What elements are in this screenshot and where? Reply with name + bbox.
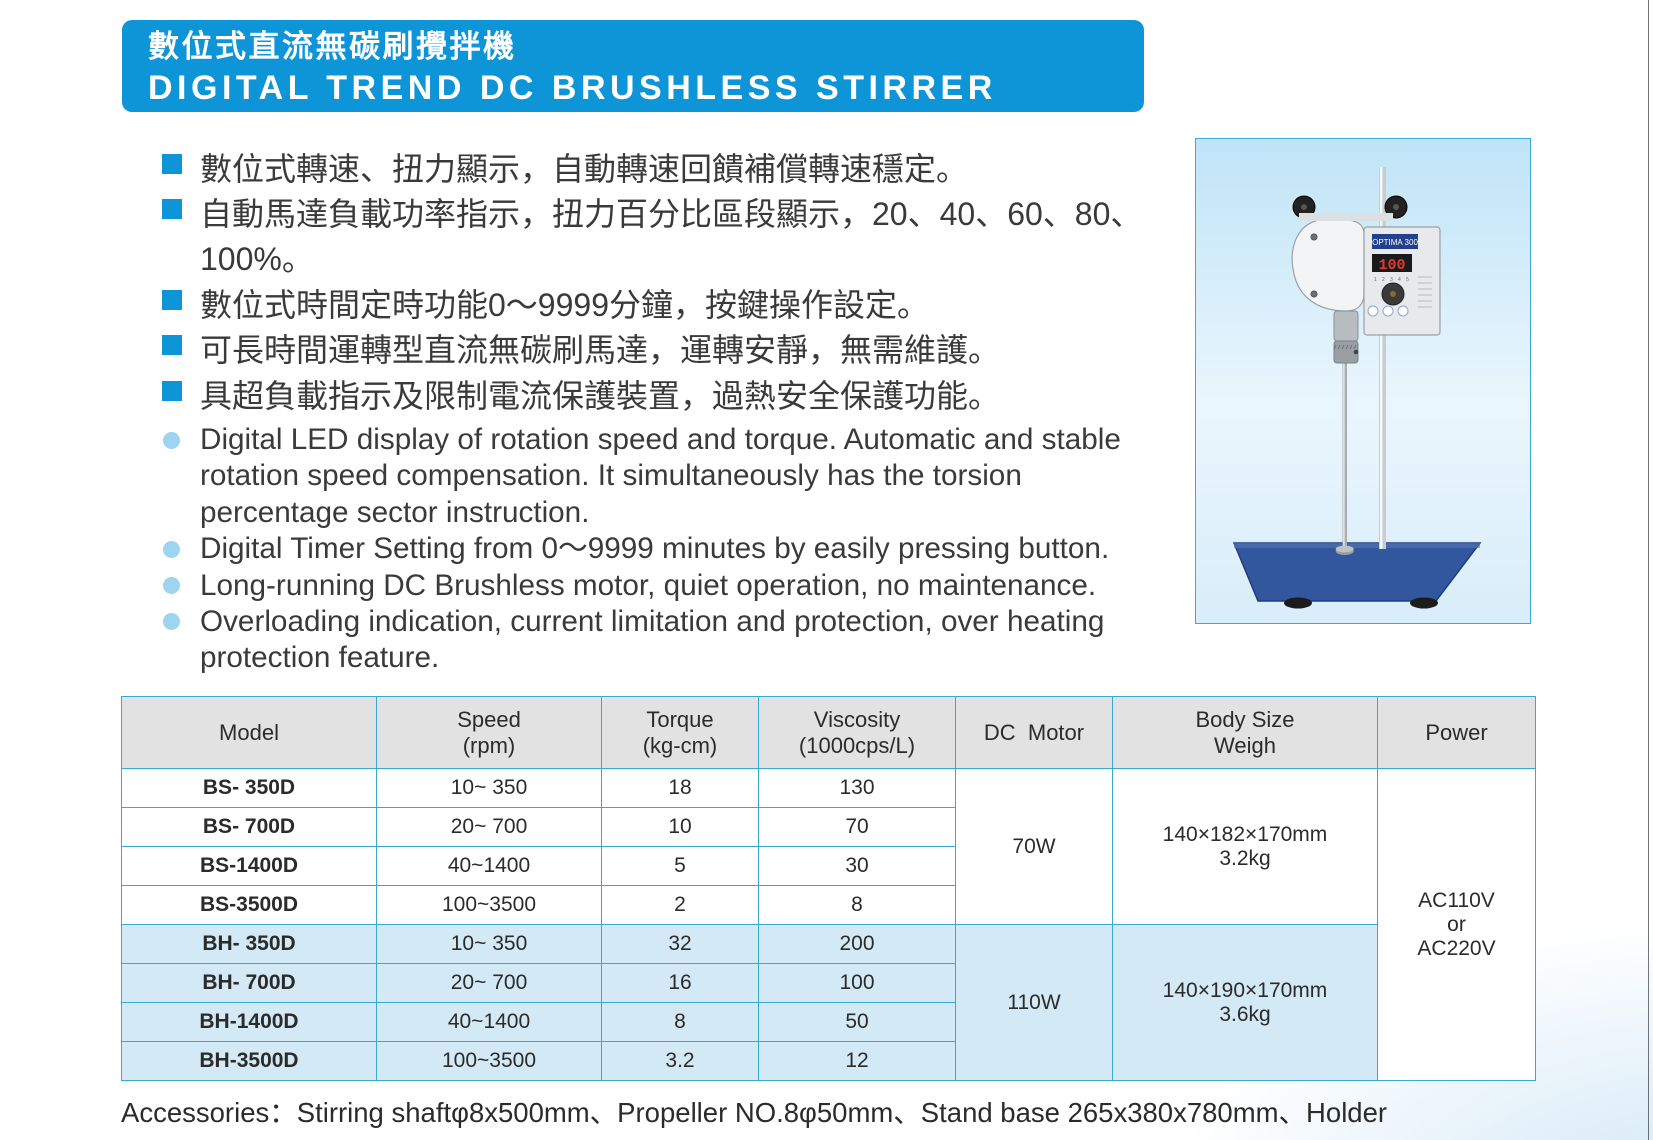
svg-text:100: 100: [1378, 257, 1405, 274]
svg-text:3: 3: [1390, 277, 1393, 283]
svg-text:OPTIMA 300: OPTIMA 300: [1372, 238, 1418, 247]
svg-text:1: 1: [1374, 277, 1377, 283]
svg-text:4: 4: [1398, 277, 1401, 283]
svg-text:5: 5: [1406, 277, 1409, 283]
svg-text:2: 2: [1382, 277, 1385, 283]
